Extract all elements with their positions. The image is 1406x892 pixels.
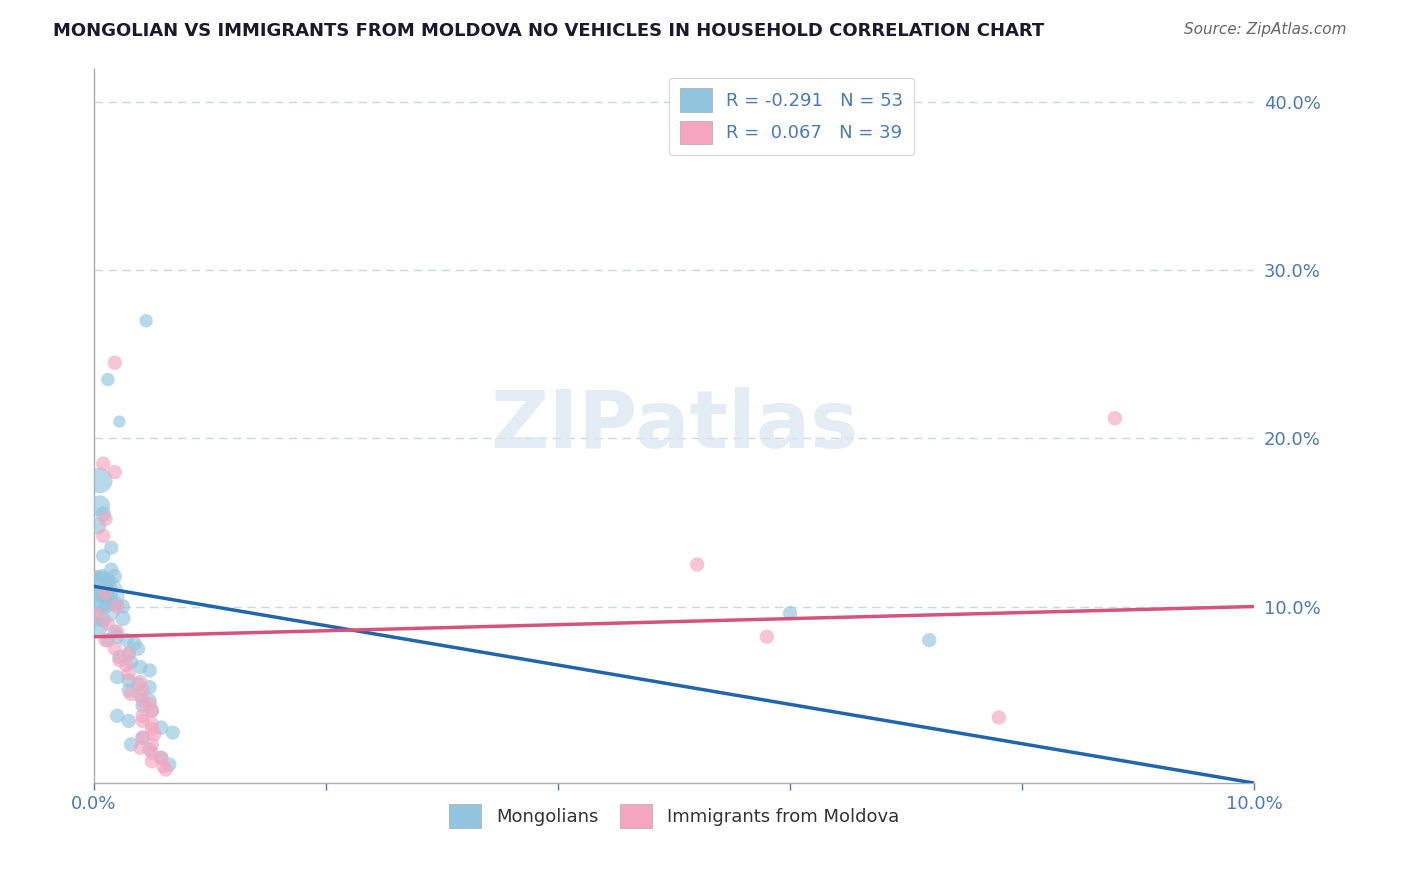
Point: [918, 633, 941, 648]
Point: [779, 606, 801, 620]
Point: [86, 518, 108, 533]
Point: [97, 616, 120, 631]
Point: [162, 725, 184, 739]
Point: [124, 636, 146, 650]
Point: [118, 673, 141, 688]
Point: [129, 660, 152, 674]
Point: [987, 710, 1010, 724]
Point: [118, 714, 141, 728]
Point: [108, 649, 131, 664]
Point: [104, 624, 127, 639]
Point: [129, 675, 152, 690]
Point: [89, 474, 111, 488]
Point: [131, 683, 153, 698]
Point: [105, 708, 128, 723]
Point: [104, 465, 127, 479]
Point: [94, 633, 117, 648]
Point: [97, 373, 120, 387]
Point: [115, 658, 138, 673]
Point: [91, 613, 114, 627]
Point: [120, 655, 142, 669]
Point: [131, 698, 153, 713]
Point: [104, 356, 127, 370]
Point: [141, 723, 163, 737]
Point: [118, 666, 141, 681]
Legend: Mongolians, Immigrants from Moldova: Mongolians, Immigrants from Moldova: [441, 797, 907, 835]
Point: [127, 641, 149, 656]
Point: [94, 586, 117, 600]
Point: [129, 689, 152, 703]
Point: [87, 607, 110, 622]
Point: [111, 611, 134, 625]
Text: Source: ZipAtlas.com: Source: ZipAtlas.com: [1184, 22, 1347, 37]
Point: [94, 588, 117, 602]
Point: [129, 740, 152, 755]
Point: [105, 599, 128, 614]
Point: [135, 314, 157, 328]
Point: [150, 751, 173, 765]
Point: [141, 717, 163, 731]
Point: [127, 677, 149, 691]
Point: [94, 512, 117, 526]
Point: [138, 664, 160, 678]
Point: [131, 708, 153, 723]
Point: [91, 457, 114, 471]
Point: [138, 680, 160, 694]
Point: [152, 759, 174, 773]
Point: [118, 647, 141, 661]
Point: [157, 757, 180, 772]
Point: [104, 569, 127, 583]
Point: [86, 586, 108, 600]
Point: [105, 670, 128, 684]
Point: [118, 647, 141, 661]
Point: [108, 415, 131, 429]
Point: [91, 529, 114, 543]
Point: [686, 558, 709, 572]
Point: [98, 574, 121, 589]
Point: [1104, 411, 1126, 425]
Point: [755, 630, 778, 644]
Point: [141, 738, 163, 752]
Point: [89, 499, 111, 513]
Point: [108, 653, 131, 667]
Point: [120, 687, 142, 701]
Point: [141, 754, 163, 768]
Point: [111, 599, 134, 614]
Point: [91, 507, 114, 521]
Point: [131, 731, 153, 745]
Point: [100, 541, 122, 555]
Point: [138, 693, 160, 707]
Point: [87, 579, 110, 593]
Point: [131, 693, 153, 707]
Text: MONGOLIAN VS IMMIGRANTS FROM MOLDOVA NO VEHICLES IN HOUSEHOLD CORRELATION CHART: MONGOLIAN VS IMMIGRANTS FROM MOLDOVA NO …: [53, 22, 1045, 40]
Point: [150, 721, 173, 735]
Point: [118, 683, 141, 698]
Point: [105, 630, 128, 644]
Point: [141, 746, 163, 760]
Point: [141, 704, 163, 718]
Point: [104, 596, 127, 610]
Point: [97, 633, 120, 648]
Point: [143, 727, 166, 741]
Point: [155, 763, 177, 777]
Point: [94, 599, 117, 614]
Point: [104, 641, 127, 656]
Point: [84, 591, 107, 606]
Text: ZIPatlas: ZIPatlas: [489, 387, 858, 465]
Point: [100, 562, 122, 576]
Point: [150, 751, 173, 765]
Point: [138, 742, 160, 756]
Point: [141, 704, 163, 718]
Point: [105, 624, 128, 639]
Point: [91, 549, 114, 563]
Point: [131, 731, 153, 745]
Point: [138, 697, 160, 711]
Point: [115, 633, 138, 648]
Point: [87, 620, 110, 634]
Point: [91, 569, 114, 583]
Point: [120, 738, 142, 752]
Point: [131, 714, 153, 728]
